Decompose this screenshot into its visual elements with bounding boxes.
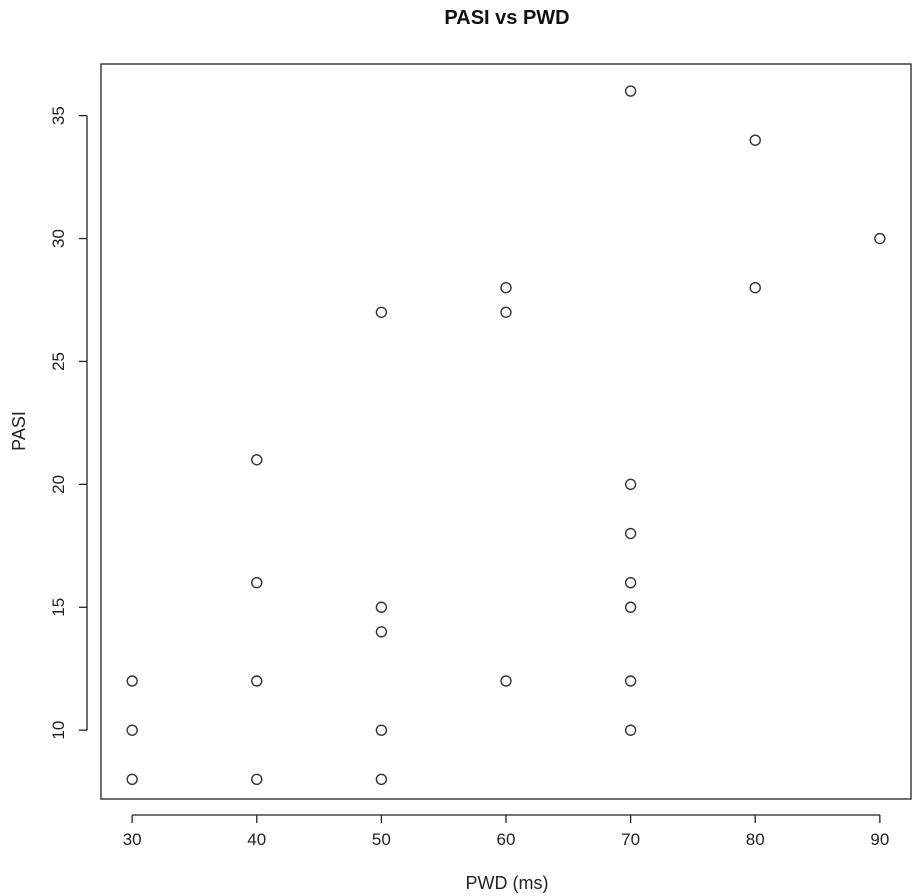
y-axis-label: PASI xyxy=(9,411,29,451)
x-tick-label: 40 xyxy=(247,830,266,849)
data-point xyxy=(251,576,263,589)
y-tick-label: 15 xyxy=(49,598,68,617)
x-tick-label: 80 xyxy=(746,830,765,849)
data-point xyxy=(749,281,761,294)
data-point xyxy=(500,675,512,687)
data-point xyxy=(624,601,637,613)
data-point xyxy=(624,576,637,589)
y-axis: 10 15 20 25 30 35 xyxy=(49,106,88,740)
data-point xyxy=(375,306,388,318)
x-tick-label: 70 xyxy=(621,830,640,849)
data-point xyxy=(126,724,138,736)
data-point xyxy=(624,724,637,736)
data-point xyxy=(624,478,637,491)
x-tick-label: 50 xyxy=(372,830,391,849)
data-point xyxy=(126,773,138,786)
data-point xyxy=(624,85,637,97)
x-tick-label: 90 xyxy=(870,830,889,849)
data-point xyxy=(874,232,886,245)
chart-title: PASI vs PWD xyxy=(444,7,569,29)
y-tick-label: 30 xyxy=(49,229,68,248)
data-point xyxy=(375,626,388,638)
data-point xyxy=(500,281,512,294)
x-tick-label: 60 xyxy=(497,830,516,849)
y-tick-label: 10 xyxy=(49,721,68,740)
x-axis-label: PWD (ms) xyxy=(466,873,549,893)
data-point xyxy=(251,773,263,786)
points-layer xyxy=(126,85,886,786)
y-tick-label: 25 xyxy=(49,352,68,371)
data-point xyxy=(500,306,512,318)
data-point xyxy=(375,724,388,736)
data-point xyxy=(251,454,263,466)
data-point xyxy=(624,675,637,687)
y-tick-label: 20 xyxy=(49,475,68,494)
data-point xyxy=(375,773,388,786)
data-point xyxy=(251,675,263,687)
data-point xyxy=(126,675,138,687)
y-tick-label: 35 xyxy=(49,106,68,125)
data-point xyxy=(375,601,388,613)
x-axis: 30 40 50 60 70 80 90 xyxy=(123,814,889,849)
data-point xyxy=(749,134,761,146)
plot-frame xyxy=(100,63,912,800)
x-tick-label: 30 xyxy=(123,830,142,849)
data-point xyxy=(624,527,637,540)
